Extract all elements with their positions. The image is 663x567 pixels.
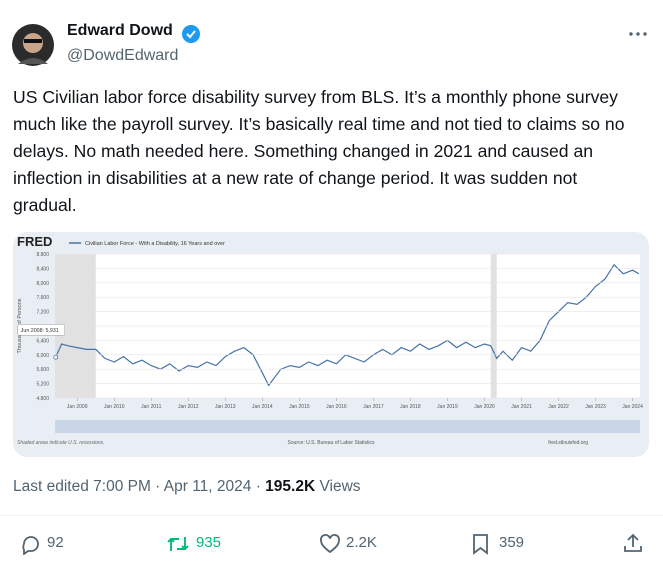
y-tick-label: 4,800 (36, 396, 49, 402)
divider (0, 515, 663, 516)
recession-note: Shaded areas indicate U.S. recessions. (17, 440, 105, 446)
x-tick-label: Jan 2009 (67, 404, 88, 410)
x-tick-label: Jan 2012 (178, 404, 199, 410)
bookmark-icon[interactable] (471, 533, 491, 555)
y-tick-label: 8,400 (36, 266, 49, 272)
fred-logo: FRED (17, 234, 52, 249)
x-tick-label: Jan 2024 (622, 404, 643, 410)
like-count[interactable]: 2.2K (346, 534, 377, 551)
y-tick-label: 7,600 (36, 295, 49, 301)
x-tick-label: Jan 2014 (252, 404, 273, 410)
reply-icon[interactable] (20, 533, 42, 555)
more-button[interactable] (628, 30, 648, 38)
avatar[interactable] (12, 24, 54, 66)
author-handle[interactable]: @DowdEdward (67, 47, 179, 64)
x-tick-label: Jan 2020 (474, 404, 495, 410)
y-tick-label: 6,000 (36, 353, 49, 359)
y-tick-label: 6,400 (36, 338, 49, 344)
x-tick-label: Jan 2016 (326, 404, 347, 410)
x-tick-label: Jan 2010 (104, 404, 125, 410)
highlight-point (53, 354, 59, 360)
share-icon[interactable] (622, 532, 644, 554)
author-name[interactable]: Edward Dowd (67, 22, 173, 39)
views-count: 195.2K (265, 478, 316, 495)
y-tick-label: 5,200 (36, 382, 49, 388)
y-tick-label: 5,600 (36, 367, 49, 373)
navigator[interactable] (55, 420, 640, 433)
verified-badge (182, 25, 200, 43)
y-tick-label: 8,000 (36, 281, 49, 287)
reply-count[interactable]: 92 (47, 534, 64, 551)
x-tick-label: Jan 2019 (437, 404, 458, 410)
x-tick-label: Jan 2018 (400, 404, 421, 410)
x-tick-label: Jan 2015 (289, 404, 310, 410)
like-icon[interactable] (319, 533, 341, 555)
bookmark-count[interactable]: 359 (499, 534, 525, 551)
data-line (55, 263, 640, 387)
repost-count[interactable]: 935 (196, 534, 222, 551)
tooltip-box (17, 324, 65, 336)
x-tick-label: Jan 2022 (548, 404, 569, 410)
site: fred.stlouisfed.org (548, 440, 588, 446)
edited: Last edited 7:00 PM · Apr 11, 2024 · (13, 478, 266, 495)
source: Source: U.S. Bureau of Labor Statistics (288, 440, 375, 446)
x-tick-label: Jan 2021 (511, 404, 532, 410)
tweet-text: US Civilian labor force disability surve… (13, 87, 625, 215)
y-tick-label: 8,800 (36, 252, 49, 258)
x-tick-label: Jan 2013 (215, 404, 236, 410)
chart-image[interactable]: FRED Civilian Labor Force - With a Disab… (13, 232, 649, 457)
views-label: Views (319, 478, 361, 495)
tweet-meta: Last edited 7:00 PM · Apr 11, 2024 · 195… (13, 478, 361, 496)
x-tick-label: Jan 2017 (363, 404, 384, 410)
x-tick-label: Jan 2023 (585, 404, 606, 410)
x-tick-label: Jan 2011 (141, 404, 161, 410)
legend-label: Civilian Labor Force - With a Disability… (85, 241, 225, 247)
tooltip-text: Jun 2008: 5,931 (21, 328, 59, 334)
y-tick-label: 7,200 (36, 310, 49, 316)
repost-icon[interactable] (166, 533, 190, 555)
